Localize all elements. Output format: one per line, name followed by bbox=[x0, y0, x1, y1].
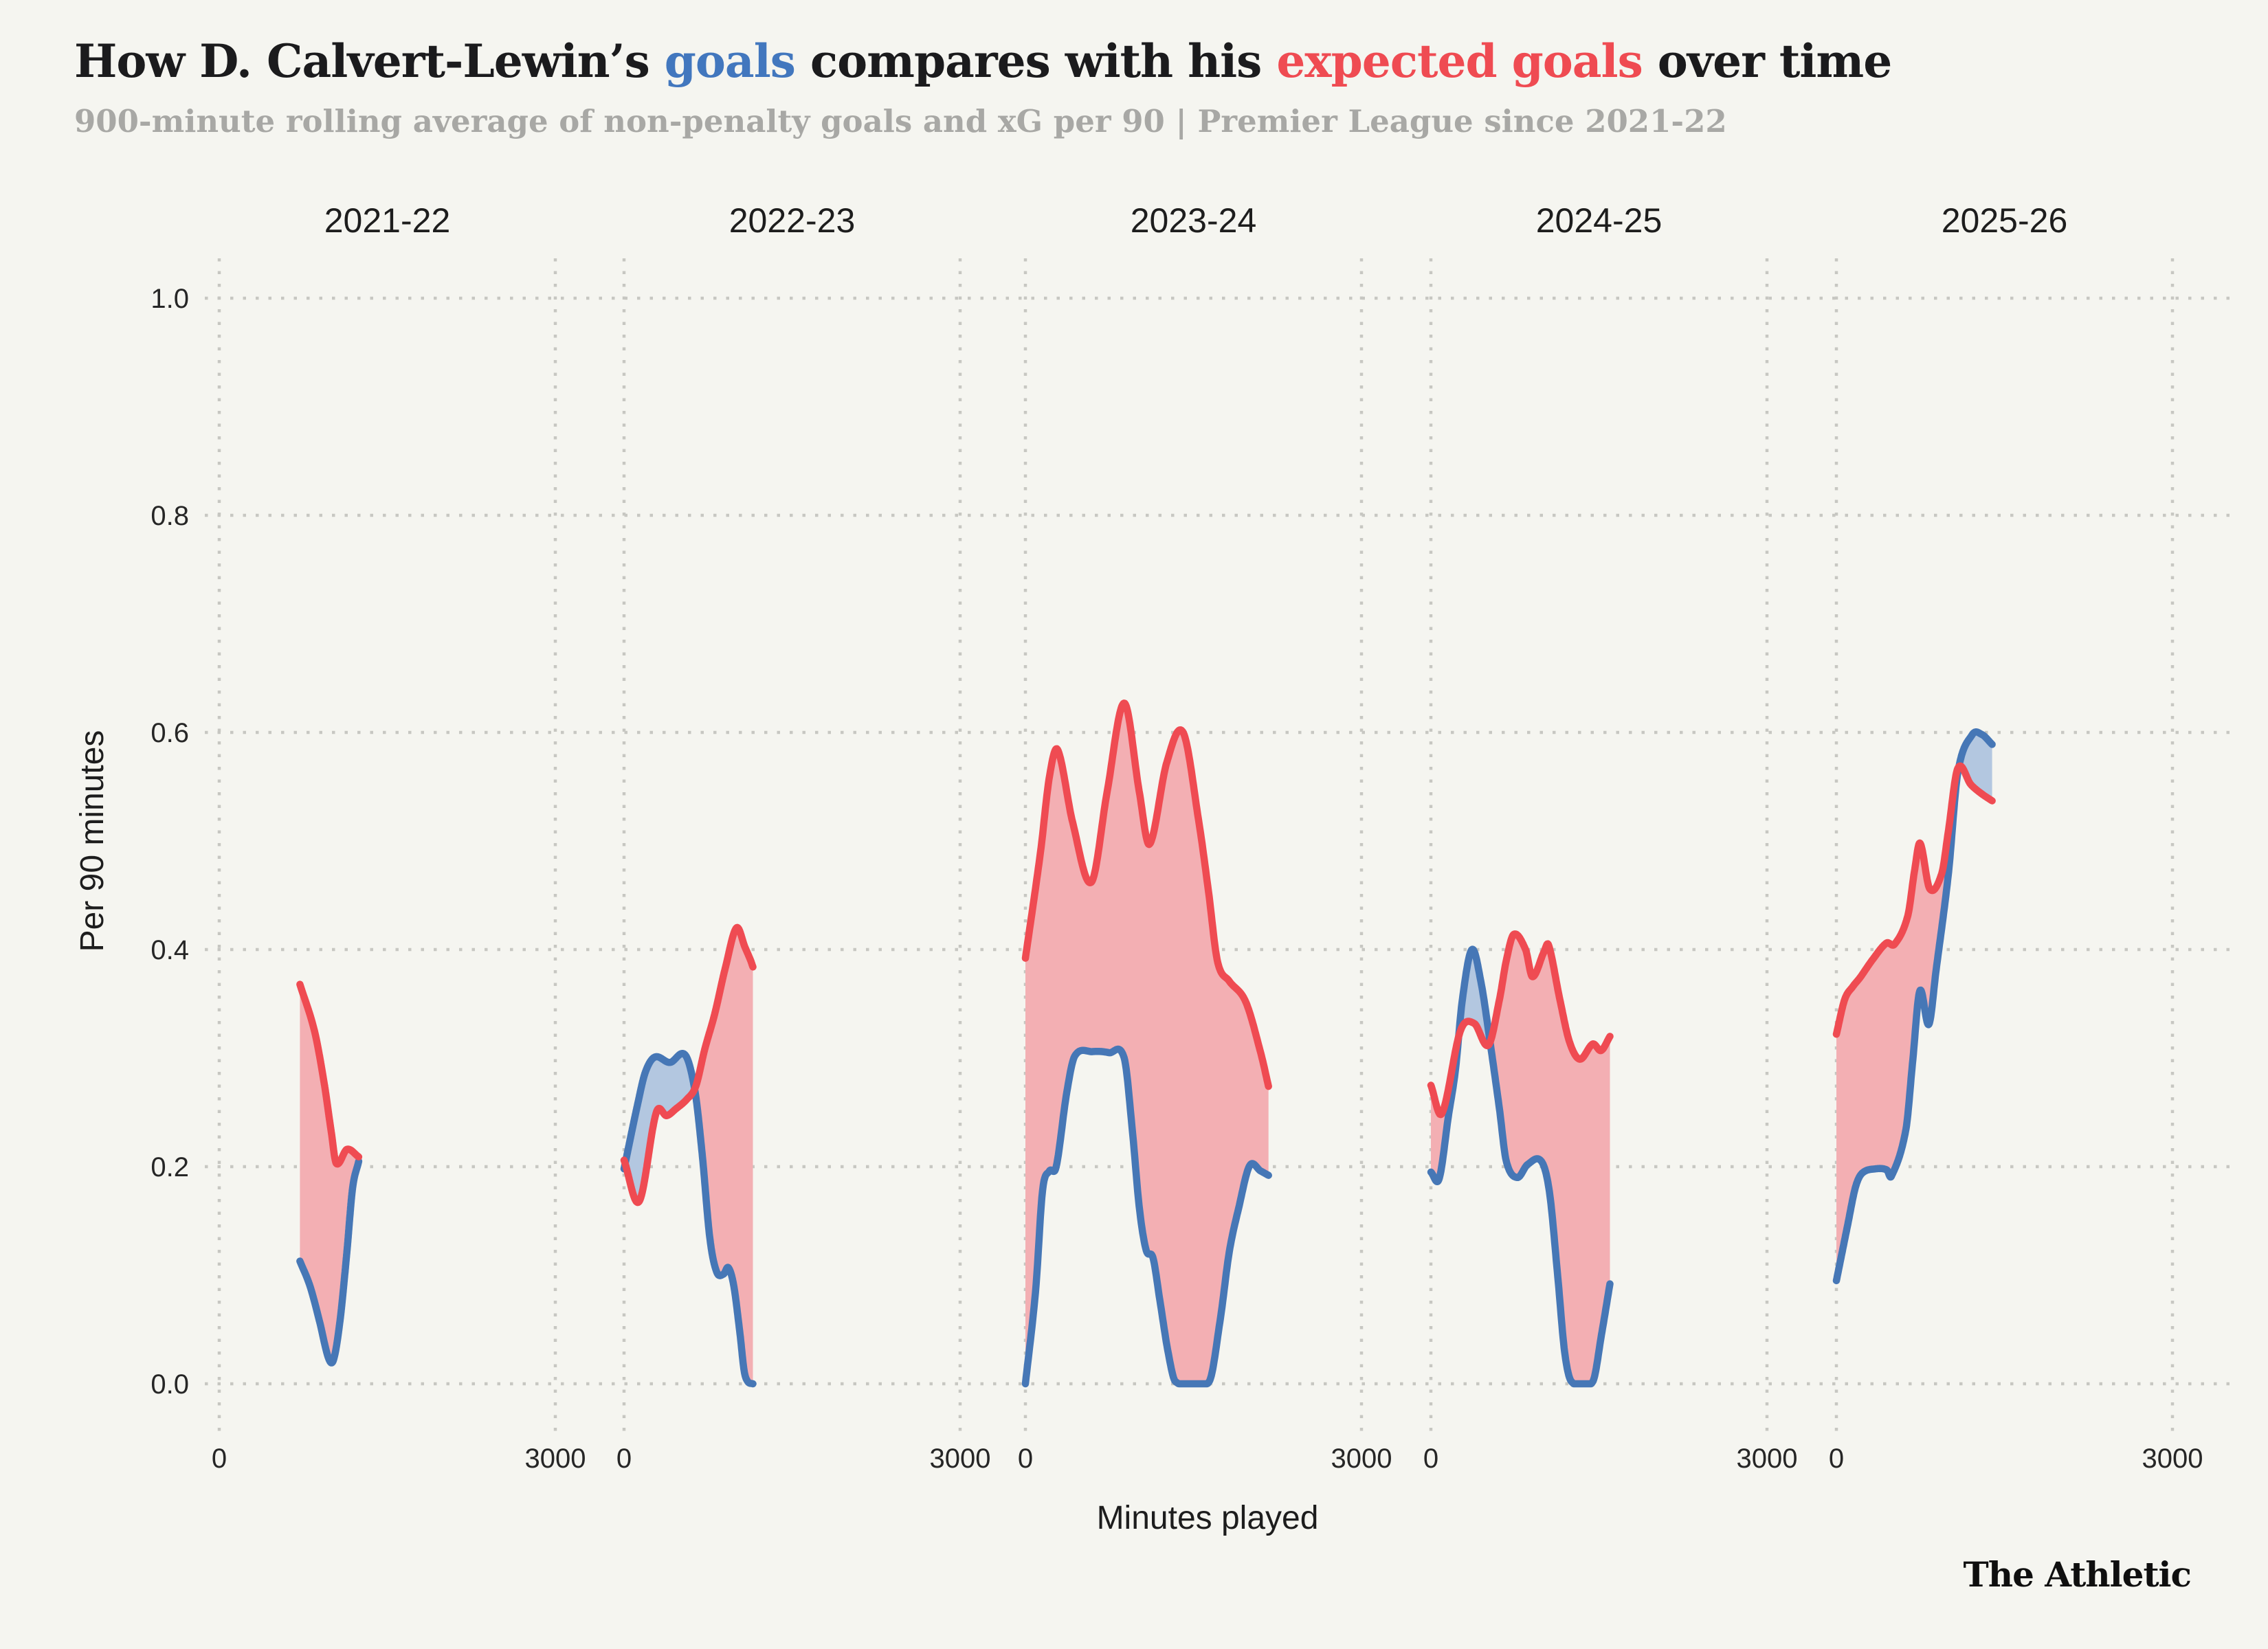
x-tick-label: 3000 bbox=[1331, 1444, 1392, 1474]
y-axis-title: Per 90 minutes bbox=[74, 730, 111, 952]
chart-title: How D. Calvert-Lewin’s goals compares wi… bbox=[74, 34, 1893, 88]
xg-above-goals-area bbox=[1025, 703, 1269, 1384]
xg-line-2024-25 bbox=[1427, 930, 1614, 1119]
y-tick-label: 1.0 bbox=[151, 284, 189, 314]
season-area-group-2021-22 bbox=[300, 984, 359, 1363]
title-text: over time bbox=[1642, 34, 1893, 88]
chart-header: How D. Calvert-Lewin’s goals compares wi… bbox=[74, 34, 1893, 139]
xg-above-goals-area bbox=[300, 984, 359, 1363]
x-tick-label: 3000 bbox=[2142, 1444, 2203, 1474]
goals-line-2025-26 bbox=[1832, 728, 1996, 1285]
xg-line-2025-26 bbox=[1832, 762, 1996, 1038]
y-tick-label: 0.0 bbox=[151, 1369, 189, 1400]
xg-line-2021-22 bbox=[296, 980, 363, 1168]
x-tick-label: 0 bbox=[1423, 1444, 1438, 1474]
goals-line-2021-22 bbox=[296, 1157, 363, 1367]
x-tick-label: 0 bbox=[616, 1444, 632, 1474]
x-tick-label: 3000 bbox=[930, 1444, 991, 1474]
xg-above-goals-area bbox=[1490, 934, 1610, 1384]
chart-subtitle: 900-minute rolling average of non-penalt… bbox=[74, 102, 1727, 139]
facet-label-2021-22: 2021-22 bbox=[324, 201, 451, 240]
y-tick-label: 0.6 bbox=[151, 718, 189, 748]
y-tick-label: 0.2 bbox=[151, 1152, 189, 1182]
x-tick-label: 0 bbox=[1018, 1444, 1033, 1474]
x-axis-title: Minutes played bbox=[1097, 1500, 1319, 1536]
title-text: How D. Calvert-Lewin’s bbox=[74, 34, 665, 88]
season-area-group-2024-25 bbox=[1431, 934, 1610, 1384]
goals-line-2023-24 bbox=[1021, 1045, 1272, 1388]
facet-label-2024-25: 2024-25 bbox=[1536, 201, 1663, 240]
brand-logo: The Athletic bbox=[1963, 1554, 2192, 1595]
y-tick-label: 0.8 bbox=[151, 501, 189, 531]
x-tick-label: 3000 bbox=[1737, 1444, 1798, 1474]
facet-label-2023-24: 2023-24 bbox=[1131, 201, 1257, 240]
x-tick-label: 0 bbox=[212, 1444, 227, 1474]
xg-above-goals-area bbox=[1836, 766, 1959, 1281]
y-tick-label: 0.4 bbox=[151, 935, 189, 965]
facet-label-2022-23: 2022-23 bbox=[729, 201, 856, 240]
season-area-group-2023-24 bbox=[1025, 703, 1269, 1384]
facet-label-2025-26: 2025-26 bbox=[1942, 201, 2068, 240]
title-text: compares with his bbox=[794, 34, 1277, 88]
title-expected-goals-highlight: expected goals bbox=[1276, 34, 1643, 88]
goals-line-2024-25 bbox=[1427, 945, 1614, 1388]
xg-line-2022-23 bbox=[620, 923, 757, 1207]
gridlines bbox=[205, 258, 2231, 1433]
x-tick-label: 0 bbox=[1829, 1444, 1844, 1474]
goals-line-2022-23 bbox=[620, 1049, 757, 1388]
season-area-group-2022-23 bbox=[624, 927, 753, 1384]
xg-line-2023-24 bbox=[1021, 699, 1272, 1090]
title-goals-highlight: goals bbox=[664, 34, 796, 88]
x-tick-label: 3000 bbox=[525, 1444, 586, 1474]
